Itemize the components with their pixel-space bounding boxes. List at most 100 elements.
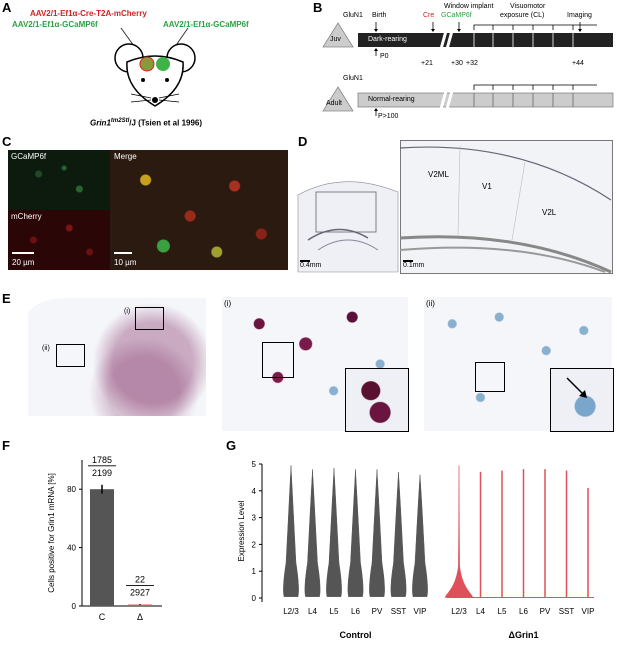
- region-label-ii: (ii): [42, 345, 50, 352]
- merge-micrograph: [110, 150, 288, 270]
- violin: [501, 470, 503, 598]
- scale-label-01mm: 0.1mm: [403, 262, 425, 269]
- inset-i-region-box: [262, 342, 294, 378]
- scale-label-20um: 20 µm: [12, 258, 35, 267]
- inset-i-zoom: [345, 368, 409, 432]
- gcamp-micrograph: [8, 150, 110, 210]
- y-tick-label: 0: [72, 602, 77, 611]
- group-label: ΔGrin1: [509, 630, 539, 640]
- mcherry-channel-label: mCherry: [11, 212, 42, 221]
- violin: [304, 469, 321, 597]
- y-tick-label: 80: [67, 485, 76, 494]
- scale-bar-20um: [12, 252, 34, 254]
- mcherry-micrograph: [8, 210, 110, 270]
- brain-section-overview: [297, 181, 399, 273]
- glun1-adult-label: GluN1: [343, 75, 363, 82]
- y-tick-label: 5: [252, 460, 257, 469]
- x-tick-label: VIP: [414, 607, 427, 616]
- count-denominator: 2927: [130, 588, 150, 598]
- v1-label: V1: [482, 182, 492, 191]
- day30-label: +30: [451, 60, 463, 67]
- violin: [347, 469, 364, 597]
- y-axis-label: Cells positive for Grin1 mRNA [%]: [47, 473, 56, 593]
- strain-label: Grin1tm2Stl/J (Tsien et al 1996): [90, 118, 203, 128]
- normal-rearing-label: Normal-rearing: [368, 96, 415, 103]
- y-tick-label: 1: [252, 567, 257, 576]
- scale-bar-04mm: [300, 260, 310, 262]
- x-tick-label: VIP: [582, 607, 595, 616]
- gcamp-channel-label: GCaMP6f: [11, 152, 47, 161]
- count-denominator: 2199: [92, 468, 112, 478]
- x-tick-label: C: [99, 612, 106, 622]
- panel-label-f: F: [2, 438, 10, 453]
- x-tick-label: L4: [476, 607, 485, 616]
- inset-ii-zoom: [550, 368, 614, 432]
- violin: [565, 470, 568, 598]
- inset-label-ii: (ii): [426, 299, 435, 308]
- ish-overview-image: [28, 298, 206, 416]
- v2l-label: V2L: [542, 208, 557, 217]
- panel-label-b: B: [313, 0, 323, 15]
- panel-label-d: D: [298, 134, 308, 149]
- v2ml-label: V2ML: [428, 170, 449, 179]
- x-tick-label: L2/3: [283, 607, 299, 616]
- inset-ii-region-box: [475, 362, 505, 392]
- mouse-illustration: [114, 27, 196, 107]
- p0-label: P0: [380, 53, 389, 60]
- p100-label: P>100: [378, 113, 399, 120]
- x-tick-label: L6: [519, 607, 528, 616]
- violin: [390, 472, 407, 597]
- y-tick-label: 4: [252, 487, 257, 496]
- violin: [544, 469, 546, 598]
- timeline-adult: [357, 84, 614, 116]
- virus-gcamp-left-label: AAV2/1-Ef1α-GCaMP6f: [12, 20, 98, 29]
- exposure-label: exposure (CL): [500, 12, 545, 19]
- x-tick-label: PV: [372, 607, 383, 616]
- region-label-i: (i): [124, 308, 131, 315]
- birth-label: Birth: [372, 12, 387, 19]
- x-tick-label: L4: [308, 607, 317, 616]
- violin: [283, 465, 299, 597]
- region-box-i: [135, 307, 164, 330]
- x-tick-label: L5: [330, 607, 339, 616]
- x-tick-label: SST: [559, 607, 575, 616]
- count-numerator: 1785: [92, 455, 112, 465]
- x-tick-label: L5: [498, 607, 507, 616]
- brain-section-zoom: [400, 140, 613, 274]
- violin: [587, 487, 589, 598]
- gcamp-label: GCaMP6f: [441, 12, 472, 19]
- violin: [522, 469, 525, 598]
- x-tick-label: L2/3: [451, 607, 467, 616]
- virus-gcamp-right-label: AAV2/1-Ef1α-GCaMP6f: [163, 20, 249, 29]
- juv-triangle: [322, 22, 354, 48]
- scale-bar-01mm: [403, 260, 413, 262]
- x-tick-label: L6: [351, 607, 360, 616]
- panel-label-c: C: [2, 134, 12, 149]
- panel-label-e: E: [2, 291, 11, 306]
- violin: [412, 474, 428, 597]
- imaging-label: Imaging: [567, 12, 592, 19]
- adult-triangle: [322, 86, 354, 112]
- y-axis-label: Expression Level: [237, 500, 246, 561]
- group-label: Control: [340, 630, 372, 640]
- scale-bar-10um: [114, 252, 132, 254]
- x-tick-label: PV: [540, 607, 551, 616]
- region-box-ii: [56, 344, 85, 367]
- inset-label-i: (i): [224, 299, 232, 308]
- cre-label: Cre: [423, 12, 435, 19]
- visuomotor-label: Visuomotor: [510, 3, 546, 10]
- bar: [128, 604, 152, 606]
- arrow-icon: [566, 377, 587, 398]
- scale-label-10um: 10 µm: [114, 258, 137, 267]
- panel-label-g: G: [226, 438, 237, 453]
- grin1-bar-chart: 0 40 80 Cells positive for Grin1 mRNA [%] C 1…: [47, 455, 162, 622]
- count-numerator: 22: [135, 575, 145, 585]
- y-tick-label: 3: [252, 514, 257, 523]
- panel-label-a: A: [2, 0, 12, 15]
- glun1-juv-label: GluN1: [343, 12, 363, 19]
- day32-label: +32: [466, 60, 478, 67]
- juv-label: Juv: [330, 36, 341, 43]
- violin: [326, 468, 342, 597]
- scale-label-04mm: 0.4mm: [300, 262, 322, 269]
